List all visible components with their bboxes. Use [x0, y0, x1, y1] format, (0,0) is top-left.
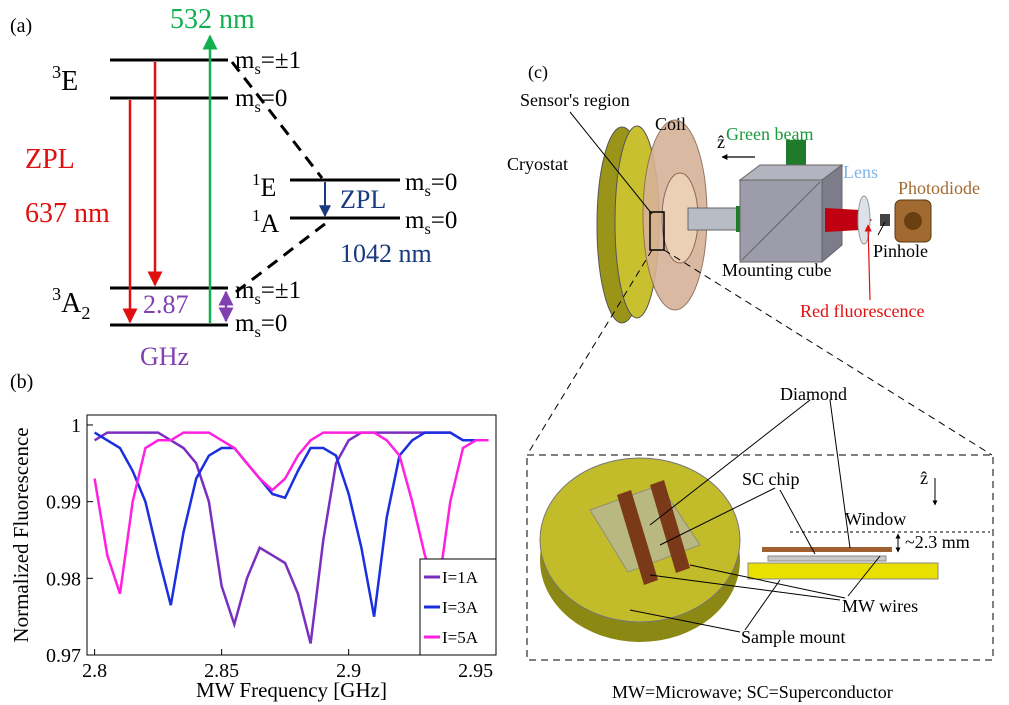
label-part: m	[235, 310, 255, 337]
chip-side	[768, 556, 886, 561]
leader	[868, 225, 870, 300]
legend-label: I=1A	[442, 568, 479, 587]
panel-label: (b)	[10, 371, 33, 393]
label-part: =±1	[261, 277, 301, 304]
label-part: 1	[252, 170, 260, 189]
zpl-wavelength: 637 nm	[25, 198, 110, 229]
label-part: =0	[261, 310, 288, 337]
zoom-line	[527, 250, 652, 455]
zoom-line	[664, 250, 992, 455]
annotation: Pinhole	[873, 241, 928, 261]
y-tick-label: 0.99	[46, 492, 81, 514]
panel-label: (a)	[10, 15, 32, 37]
annotation: Sensor's region	[520, 90, 630, 110]
annotation: ẑ	[920, 468, 928, 488]
y-axis-label: Normalized Fluorescence	[9, 427, 33, 642]
annotation: Cryostat	[507, 154, 568, 174]
label-part: E	[61, 66, 78, 97]
figure: (a)532 nmZPL637 nmZPL1042 nm2.87GHz3E1E1…	[0, 0, 1009, 705]
label-part: m	[235, 277, 255, 304]
sublevel-label: ms=0	[405, 207, 457, 238]
legend-label: I=5A	[442, 628, 479, 647]
pinhole	[880, 214, 890, 226]
annotation: MW=Microwave; SC=Superconductor	[612, 682, 893, 702]
label-part: =0	[261, 85, 288, 112]
splitting-unit: GHz	[140, 342, 189, 371]
sublevel-label: ms=0	[235, 310, 287, 341]
state-label: 1E	[252, 170, 276, 202]
label-part: m	[405, 169, 425, 196]
label-part: E	[260, 173, 276, 202]
annotation: SC chip	[742, 469, 800, 489]
annotation: Green beam	[726, 124, 813, 144]
annotation: Photodiode	[898, 178, 980, 198]
splitting-label: 2.87	[143, 290, 189, 319]
annotation: MW wires	[842, 596, 918, 616]
annotation: Red fluorescence	[800, 301, 924, 321]
photodiode-window	[904, 212, 922, 230]
annotation: Window	[845, 509, 906, 529]
legend-label: I=3A	[442, 598, 479, 617]
x-axis-label: MW Frequency [GHz]	[196, 678, 387, 702]
annotation: (c)	[528, 62, 548, 83]
y-tick-label: 0.98	[46, 568, 81, 590]
x-tick-label: 2.8	[82, 660, 107, 682]
annotation: Sample mount	[741, 627, 846, 647]
sublevel-label: ms=0	[235, 85, 287, 116]
label-part: 1	[252, 206, 260, 225]
label-part: 2	[81, 303, 90, 323]
state-label: 1A	[252, 206, 279, 238]
label-part: m	[235, 85, 255, 112]
annotation: ẑ	[717, 132, 725, 152]
isc-line	[232, 62, 322, 178]
annotation: Lens	[843, 162, 878, 182]
sublevel-label: ms=0	[405, 169, 457, 200]
x-tick-label: 2.95	[458, 660, 493, 682]
annotation: Coil	[655, 114, 686, 134]
mount-side	[748, 563, 938, 579]
zpl-wavelength: 1042 nm	[340, 239, 432, 268]
pump-label: 532 nm	[170, 4, 255, 35]
objective	[688, 208, 738, 230]
label-part: 3	[52, 284, 61, 304]
y-tick-label: 0.97	[46, 645, 81, 667]
annotation: Mounting cube	[722, 260, 832, 280]
annotation: ~2.3 mm	[905, 532, 970, 552]
label-part: A	[260, 209, 279, 238]
label-part: m	[235, 47, 255, 74]
label-part: 3	[52, 62, 61, 82]
y-tick-label: 1	[71, 415, 81, 437]
label-part: =0	[431, 207, 458, 234]
state-label: 3E	[52, 62, 78, 97]
label-part: m	[405, 207, 425, 234]
label-part: =±1	[261, 47, 301, 74]
label-part: A	[61, 288, 82, 319]
zpl-label: ZPL	[340, 185, 386, 214]
label-part: =0	[431, 169, 458, 196]
sublevel-label: ms=±1	[235, 277, 301, 308]
state-label: 3A2	[52, 284, 90, 323]
sublevel-label: ms=±1	[235, 47, 301, 78]
annotation: Diamond	[780, 384, 847, 404]
zpl-label: ZPL	[25, 144, 75, 175]
window-side	[762, 547, 892, 552]
